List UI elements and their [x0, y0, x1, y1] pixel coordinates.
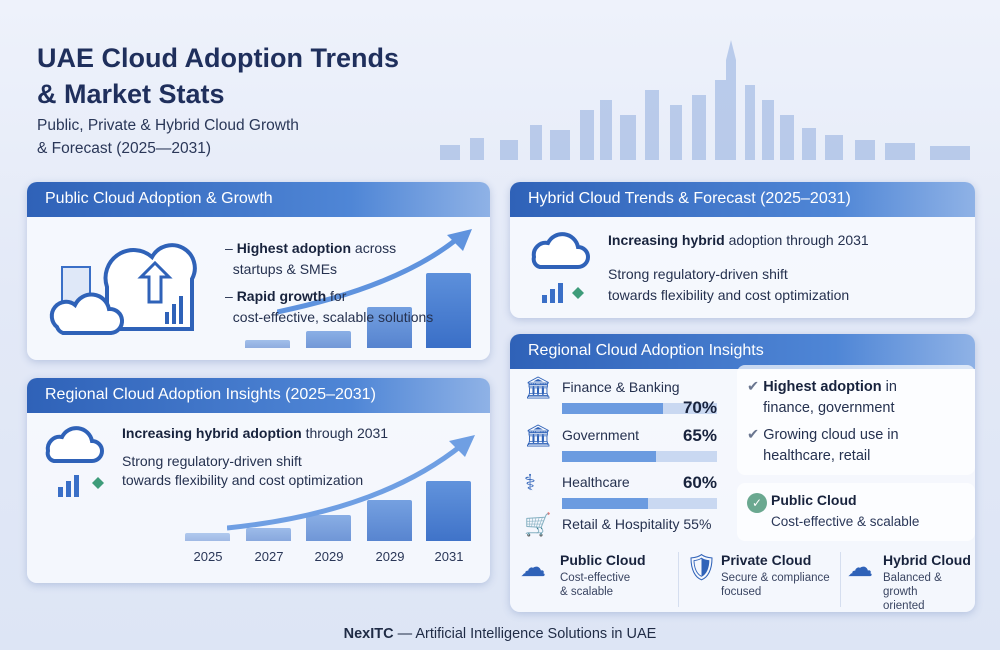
hybrid-cloud-icon: ☁	[847, 552, 873, 582]
bank-icon: 🏛	[524, 375, 552, 400]
year-label: 2031	[434, 549, 464, 564]
sector-label: Finance & Banking	[562, 379, 680, 395]
year-label: 2027	[254, 549, 284, 564]
public-cloud-card: Public Cloud Adoption & Growth – Highest…	[27, 182, 490, 360]
sector-bar	[562, 498, 717, 509]
hybrid-cloud-card: Hybrid Cloud Trends & Forecast (2025–203…	[510, 182, 975, 318]
stethoscope-icon: ⚕	[524, 470, 536, 495]
hybrid-trend-line: Increasing hybrid adoption through 2031	[608, 232, 869, 248]
hybrid-cloud-chart-icon	[531, 232, 590, 303]
growth-bar	[245, 340, 290, 348]
hybrid-cloud-chart-icon	[45, 426, 104, 497]
sector-value: 65%	[682, 426, 717, 445]
year-label: 2029	[314, 549, 344, 564]
page-subtitle: Public, Private & Hybrid Cloud Growth & F…	[37, 117, 299, 157]
sector-value: 70%	[682, 398, 717, 417]
sector-bar	[562, 403, 717, 414]
sector-value: 60%	[682, 473, 717, 492]
card-title: Regional Cloud Adoption Insights (2025–2…	[27, 378, 490, 413]
growth-bar	[426, 273, 471, 348]
forecast-bar	[185, 533, 230, 541]
bullet-rapid-growth: – Rapid growth for cost-effective, scala…	[225, 288, 434, 325]
sector-label: Healthcare	[562, 474, 630, 490]
type-desc: Secure & compliance focused	[721, 572, 830, 598]
cloud-type-1: 🛡 Private Cloud Secure & compliance focused	[678, 552, 833, 607]
hybrid-trend-line: Increasing hybrid adoption through 2031	[122, 425, 389, 441]
card-title: Hybrid Cloud Trends & Forecast (2025–203…	[510, 182, 975, 217]
insight-item: ✔ Growing cloud use in healthcare, retai…	[747, 427, 899, 464]
regional-insights-card: Regional Cloud Adoption Insights 🏛 Financ…	[510, 334, 975, 612]
year-label: 2025	[193, 549, 223, 564]
type-title: Hybrid Cloud	[883, 552, 971, 568]
insights-panel: ✔ Highest adoption in finance, governmen…	[737, 365, 975, 475]
type-title: Private Cloud	[721, 552, 812, 568]
forecast-bar	[246, 528, 291, 541]
regional-forecast-card: Regional Cloud Adoption Insights (2025–2…	[27, 378, 490, 583]
type-title: Public Cloud	[560, 552, 646, 568]
summary-desc: Cost-effective & scalable	[771, 514, 920, 529]
hybrid-description: Strong regulatory-driven shift towards fl…	[122, 453, 364, 488]
type-desc: Balanced & growth oriented	[883, 572, 942, 612]
bank-icon: 🏛	[524, 423, 552, 448]
forecast-bar	[367, 500, 412, 541]
card-title: Regional Cloud Adoption Insights	[510, 334, 975, 369]
card-title: Public Cloud Adoption & Growth	[27, 182, 490, 217]
sector-label: Retail & Hospitality 55%	[562, 516, 712, 532]
public-cloud-summary: ✓ Public Cloud Cost-effective & scalable	[737, 483, 975, 541]
growth-bar	[306, 331, 351, 348]
sector-bar	[562, 451, 717, 462]
page-title: UAE Cloud Adoption Trends & Market Stats	[37, 43, 399, 109]
sector-label: Government	[562, 427, 640, 443]
cloud-type-0: ☁ Public Cloud Cost-effective & scalable	[520, 552, 675, 607]
growth-arrow-icon	[227, 435, 475, 531]
cloud-icon: ☁	[520, 552, 546, 582]
type-desc: Cost-effective & scalable	[560, 572, 631, 598]
growth-bar	[367, 307, 412, 348]
bullet-highest-adoption: – Highest adoption across startups & SME…	[225, 240, 397, 277]
footer: NexITC — Artificial Intelligence Solutio…	[343, 626, 657, 642]
shield-icon: 🛡	[685, 552, 719, 582]
city-skyline-image	[440, 40, 970, 160]
summary-title: Public Cloud	[771, 492, 857, 508]
growth-arrow-icon	[277, 229, 472, 315]
cart-icon: 🛒	[524, 512, 552, 537]
forecast-bar	[426, 481, 471, 541]
insight-item: ✔ Highest adoption in finance, governmen…	[747, 379, 897, 416]
forecast-bar	[306, 515, 351, 541]
year-label: 2029	[375, 549, 405, 564]
check-circle-icon: ✓	[747, 493, 767, 513]
cloud-computer-icon	[49, 243, 197, 335]
hybrid-description: Strong regulatory-driven shift towards fl…	[608, 266, 850, 303]
cloud-type-2: ☁ Hybrid Cloud Balanced & growth oriented	[840, 552, 975, 612]
